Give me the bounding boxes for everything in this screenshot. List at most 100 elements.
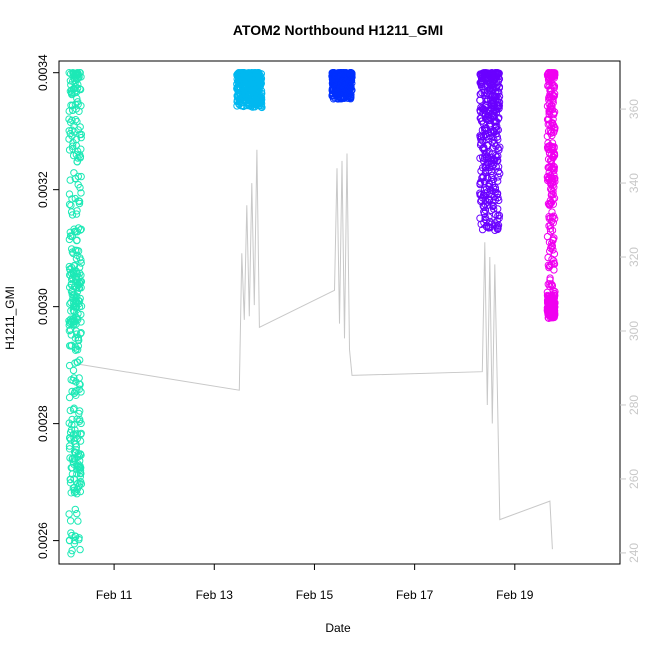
data-point — [71, 278, 80, 286]
data-point — [494, 101, 503, 110]
data-point — [70, 483, 79, 492]
data-point — [71, 100, 80, 109]
data-point — [544, 280, 552, 288]
data-point — [493, 70, 501, 78]
data-point — [66, 118, 75, 127]
data-point — [487, 104, 495, 112]
series-2 — [328, 69, 356, 103]
data-point — [66, 428, 75, 437]
data-point — [334, 92, 342, 101]
data-point — [68, 245, 76, 253]
data-point — [338, 83, 346, 92]
data-point — [481, 103, 489, 111]
data-point — [70, 128, 78, 136]
data-point — [483, 126, 491, 134]
data-point — [77, 133, 85, 142]
altitude-line-layer — [78, 149, 553, 550]
data-point — [77, 225, 85, 234]
data-point — [478, 136, 486, 145]
data-point — [550, 144, 558, 152]
series-3 — [476, 69, 504, 235]
data-point — [74, 181, 82, 189]
data-point — [489, 85, 497, 94]
x-tick-label: Feb 13 — [196, 588, 234, 602]
data-point — [480, 146, 488, 154]
data-point — [65, 510, 73, 518]
data-point — [236, 98, 244, 106]
data-point — [71, 83, 80, 91]
data-point — [66, 517, 75, 525]
data-point — [65, 361, 74, 370]
axes-layer: 0.0026 0.0028 0.0030 0.0032 0.0034 240 260 280 3… — [36, 54, 641, 602]
data-point — [493, 225, 502, 234]
data-point — [550, 71, 558, 79]
data-point — [547, 179, 555, 187]
data-point — [71, 71, 80, 79]
x-tick-label: Feb 15 — [296, 588, 334, 602]
data-point — [70, 169, 78, 177]
data-point — [74, 100, 82, 108]
data-point — [67, 101, 75, 109]
data-point — [487, 167, 495, 176]
data-point — [71, 246, 80, 255]
data-point — [476, 179, 484, 188]
data-point — [545, 149, 554, 157]
data-point — [72, 254, 81, 263]
data-point — [488, 163, 496, 171]
y2-tick-label: 260 — [627, 469, 641, 489]
data-point — [487, 128, 496, 137]
data-point — [343, 69, 351, 77]
data-point — [547, 157, 555, 166]
data-point — [67, 298, 75, 307]
data-point — [77, 189, 85, 197]
data-point — [77, 463, 85, 472]
data-point — [67, 550, 75, 558]
data-point — [65, 190, 74, 198]
data-point — [492, 69, 500, 77]
x-tick-label: Feb 19 — [496, 588, 534, 602]
data-point — [550, 257, 558, 265]
data-point — [487, 206, 495, 215]
data-point — [347, 93, 355, 101]
data-point — [77, 259, 85, 267]
data-point — [491, 117, 500, 126]
y2-tick-label: 360 — [627, 99, 641, 119]
data-point — [69, 366, 78, 375]
data-point — [489, 198, 497, 206]
y2-tick-label: 340 — [627, 173, 641, 193]
data-point — [548, 281, 556, 289]
data-point — [547, 217, 556, 226]
data-point — [233, 71, 241, 79]
data-point — [544, 253, 552, 262]
data-point — [244, 72, 253, 81]
data-point — [73, 207, 81, 215]
data-point — [489, 183, 497, 192]
data-point — [478, 75, 486, 83]
data-point — [494, 77, 502, 86]
y-tick-label: 0.0026 — [36, 522, 50, 559]
data-points-layer — [65, 69, 559, 558]
data-point — [550, 250, 559, 258]
data-point — [493, 217, 501, 225]
data-point — [73, 346, 82, 354]
data-point — [250, 99, 259, 108]
data-point — [70, 308, 79, 316]
data-point — [496, 143, 504, 151]
data-point — [550, 126, 559, 134]
data-point — [73, 314, 82, 322]
data-point — [74, 517, 82, 525]
data-point — [494, 212, 502, 220]
data-point — [546, 225, 554, 233]
data-point — [70, 540, 79, 548]
data-point — [66, 319, 74, 327]
data-point — [71, 297, 80, 305]
data-point — [73, 157, 81, 166]
data-point — [495, 92, 504, 101]
data-point — [67, 529, 75, 537]
data-point — [544, 120, 552, 129]
data-point — [73, 88, 81, 96]
data-point — [66, 228, 75, 237]
data-point — [480, 88, 488, 97]
data-point — [483, 198, 492, 206]
